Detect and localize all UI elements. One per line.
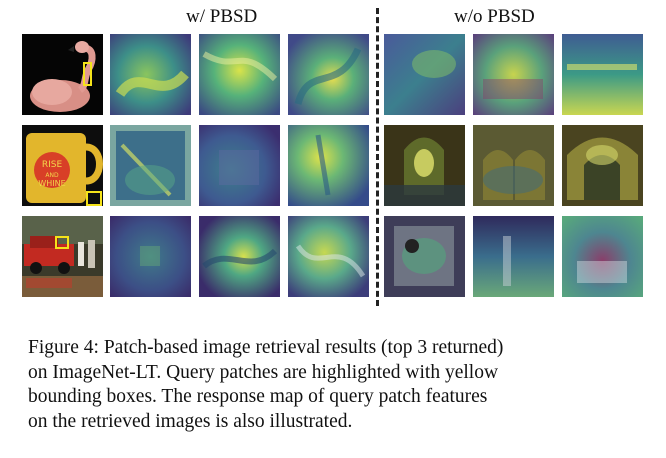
retrieved-image	[110, 216, 191, 297]
retrieved-image	[288, 216, 369, 297]
dashed-divider	[376, 8, 379, 306]
svg-text:AND: AND	[45, 172, 59, 179]
svg-text:RISE: RISE	[42, 160, 63, 170]
retrieved-image	[473, 34, 554, 115]
query-patch-box	[86, 191, 102, 206]
retrieved-image	[562, 34, 643, 115]
retrieved-image	[199, 125, 280, 206]
retrieved-image	[384, 125, 465, 206]
figure-caption: Figure 4: Patch-based image retrieval re…	[28, 336, 648, 434]
header-without-pbsd: w/o PBSD	[454, 6, 535, 27]
query-patch-box	[83, 62, 92, 86]
retrieved-image	[110, 125, 191, 206]
retrieved-image	[473, 216, 554, 297]
caption-line: bounding boxes. The response map of quer…	[28, 386, 488, 408]
caption-line: on ImageNet-LT. Query patches are highli…	[28, 361, 499, 383]
header-with-pbsd: w/ PBSD	[186, 6, 258, 27]
retrieved-image	[384, 34, 465, 115]
retrieved-image	[288, 125, 369, 206]
query-image-street-car	[22, 216, 103, 297]
query-image-mug: RISE AND WHINE	[22, 125, 103, 206]
caption-line: Figure 4: Patch-based image retrieval re…	[28, 337, 504, 358]
retrieved-image	[473, 125, 554, 206]
figure-4: w/ PBSD w/o PBSD	[22, 6, 643, 306]
retrieved-image	[199, 216, 280, 297]
query-patch-box	[55, 236, 69, 249]
retrieved-image	[384, 216, 465, 297]
caption-line: on the retrieved images is also illustra…	[28, 410, 353, 432]
retrieved-image	[288, 34, 369, 115]
retrieved-image	[562, 125, 643, 206]
retrieved-image	[199, 34, 280, 115]
svg-text:WHINE: WHINE	[38, 179, 65, 188]
retrieved-image	[562, 216, 643, 297]
query-image-flamingo	[22, 34, 103, 115]
retrieved-image	[110, 34, 191, 115]
